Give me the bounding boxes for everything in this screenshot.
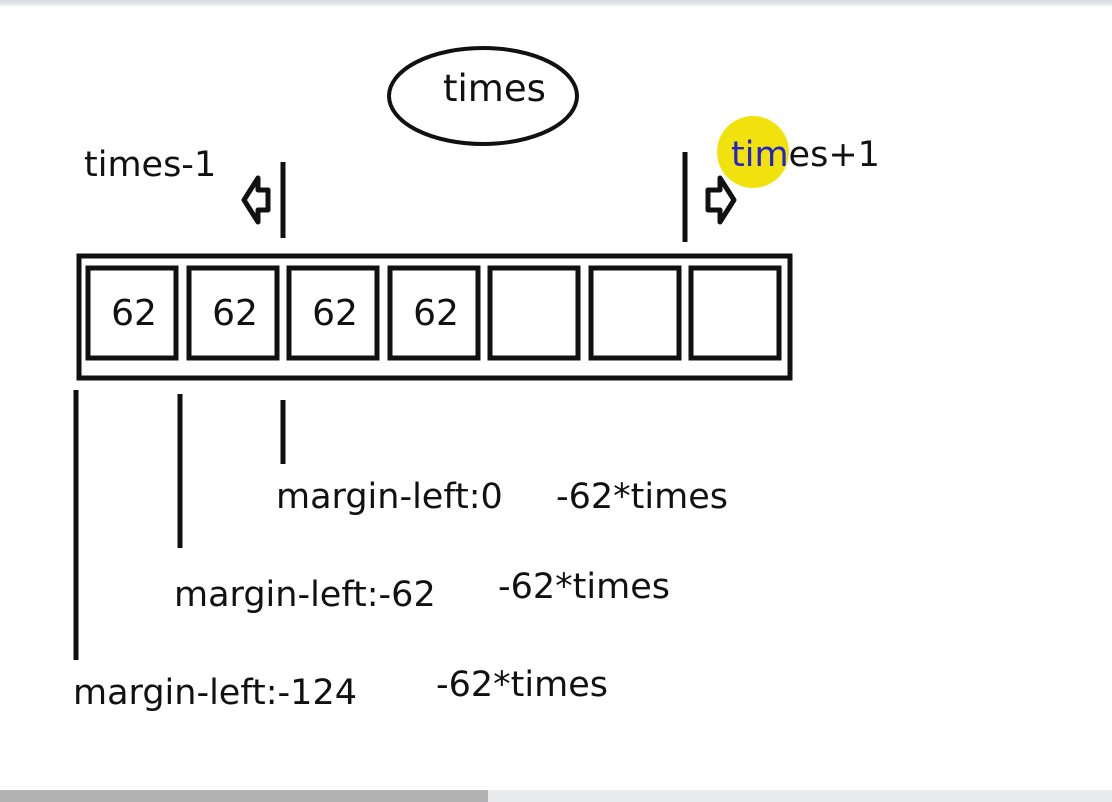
- strip-cell-value: 62: [111, 293, 157, 334]
- times-minus-1-label: times-1: [84, 145, 217, 185]
- strip-cell: [487, 265, 581, 361]
- strip-cell: [688, 265, 782, 361]
- margin-left-124-label: margin-left:-124: [73, 673, 357, 713]
- times-ellipse: [387, 46, 579, 146]
- margin-left-62-expr: -62*times: [498, 567, 670, 607]
- times-label: times: [443, 67, 546, 110]
- strip-cell-value: 62: [413, 293, 459, 334]
- times-plus-1-highlighted: tim: [731, 135, 789, 175]
- margin-left-124-expr: -62*times: [436, 665, 608, 705]
- margin-left-0-expr: -62*times: [556, 477, 728, 517]
- strip-cell-value: 62: [212, 293, 258, 334]
- right-arrow-icon: [705, 175, 737, 225]
- strip-cells: [85, 265, 782, 361]
- margin-left-62-label: margin-left:-62: [174, 575, 436, 615]
- strip-cell-value: 62: [312, 293, 358, 334]
- cursor-highlight-icon: [717, 116, 789, 188]
- times-plus-1-label: times+1: [731, 138, 880, 173]
- left-arrow-icon: [241, 175, 271, 225]
- scrollbar-thumb[interactable]: [0, 790, 488, 802]
- strip-cell: [387, 265, 481, 361]
- strip-cell: [85, 265, 179, 361]
- strip-cell: [286, 265, 380, 361]
- horizontal-scrollbar[interactable]: [0, 790, 1112, 802]
- window-top-edge: [0, 0, 1112, 6]
- strip-cell: [588, 265, 682, 361]
- margin-left-0-label: margin-left:0: [276, 477, 503, 517]
- strip-container: [76, 253, 793, 381]
- strip-cell: [186, 265, 280, 361]
- times-plus-1-rest: es+1: [788, 135, 880, 175]
